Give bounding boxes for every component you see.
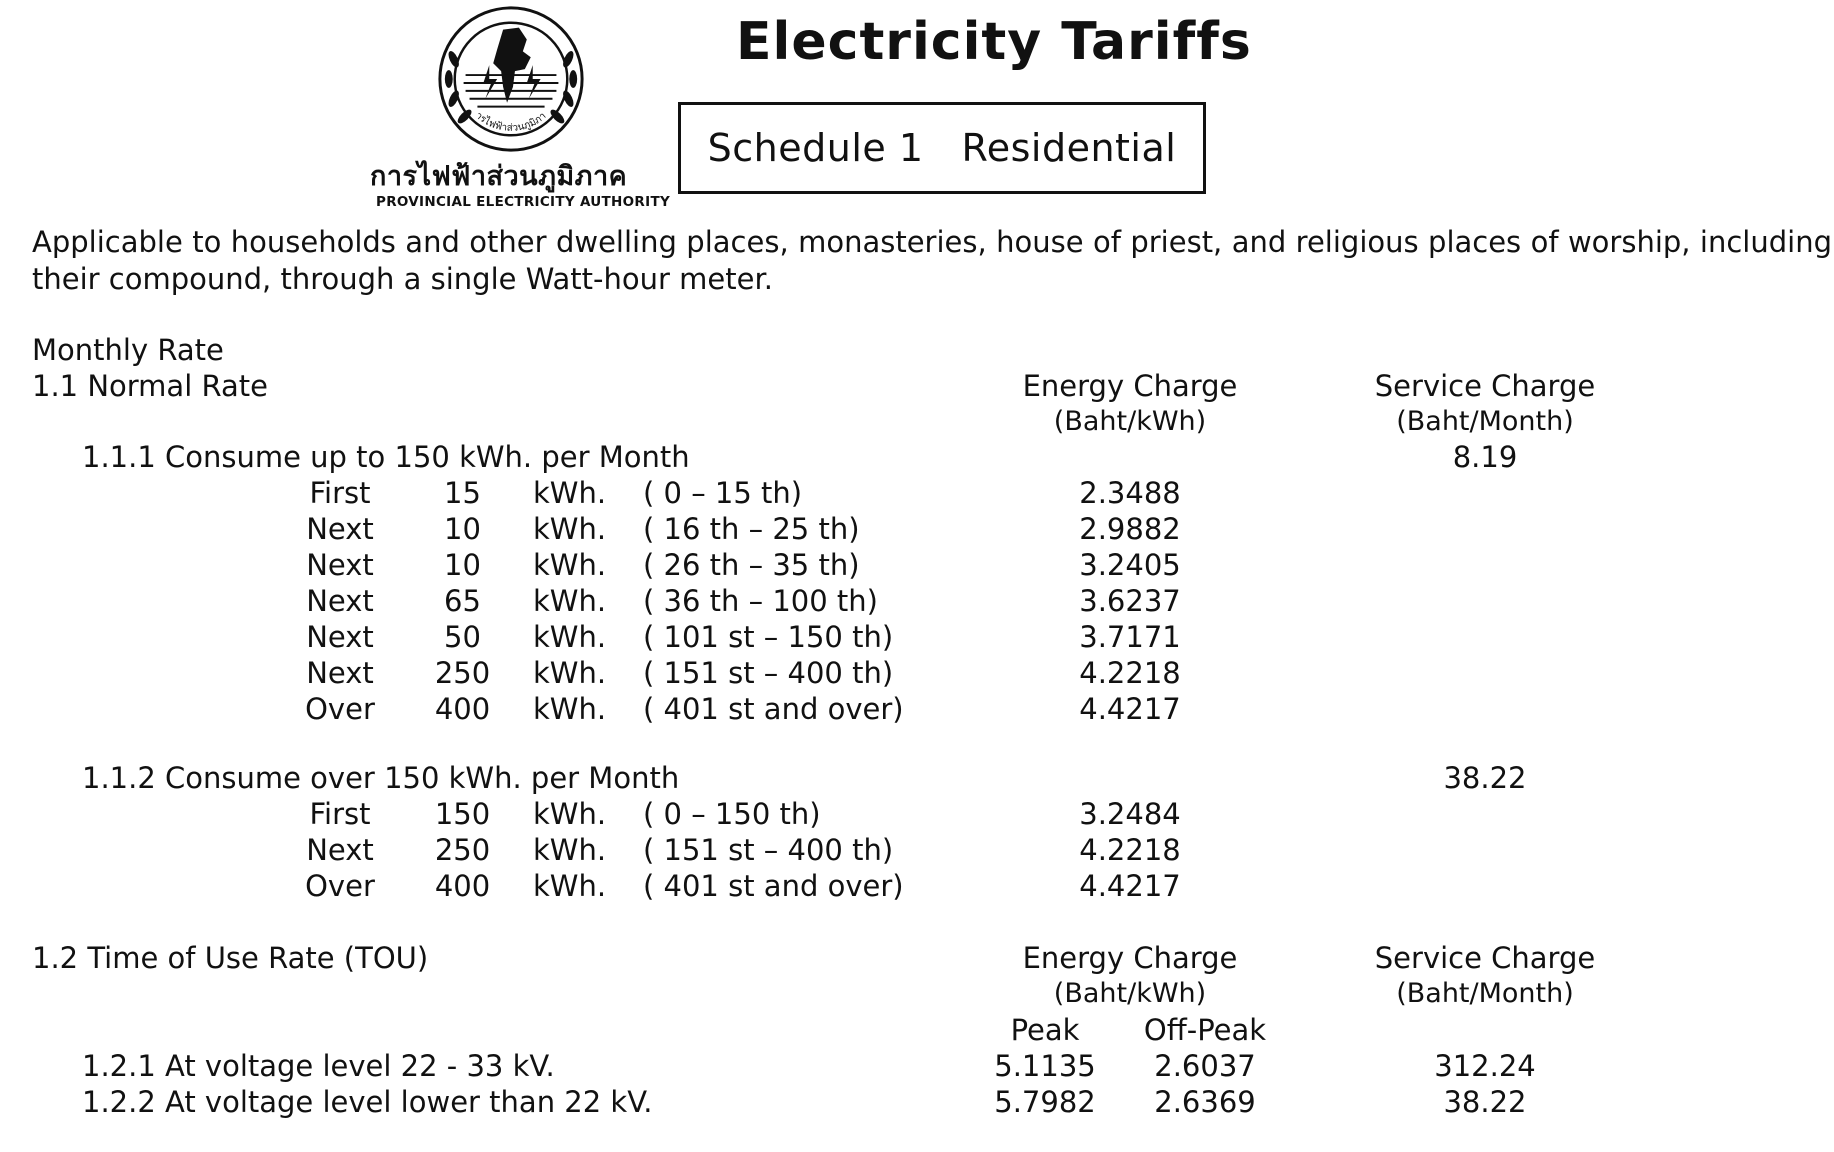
service-charge-header: Service Charge (1374, 369, 1596, 403)
kwh-unit: kWh. (533, 620, 607, 654)
kwh-range: ( 0 – 150 th) (643, 797, 821, 831)
peak-rate: 5.7982 (994, 1085, 1096, 1119)
kwh-range: ( 151 st – 400 th) (643, 833, 894, 867)
kwh-range: ( 401 st and over) (643, 869, 904, 903)
schedule-box: Schedule 1 Residential (678, 102, 1206, 194)
kwh-range: ( 16 th – 25 th) (643, 512, 860, 546)
kwh-unit: kWh. (533, 656, 607, 690)
voltage-level-label: 1.2.2 At voltage level lower than 22 kV. (82, 1085, 653, 1119)
energy-rate: 2.9882 (1079, 512, 1181, 546)
energy-rate: 4.4217 (1079, 869, 1181, 903)
service-charge-value: 8.19 (1452, 440, 1518, 474)
service-charge-value: 38.22 (1443, 1085, 1527, 1119)
service-charge-value: 38.22 (1443, 761, 1527, 795)
kwh-amount: 400 (434, 869, 491, 903)
service-charge-unit: (Baht/Month) (1396, 978, 1574, 1009)
step-label: First (309, 797, 371, 831)
step-label: Next (306, 512, 374, 546)
step-label: Next (306, 584, 374, 618)
service-charge-unit: (Baht/Month) (1396, 406, 1574, 437)
kwh-unit: kWh. (533, 476, 607, 510)
kwh-range: ( 101 st – 150 th) (643, 620, 894, 654)
kwh-range: ( 36 th – 100 th) (643, 584, 878, 618)
kwh-amount: 10 (444, 512, 481, 546)
voltage-level-label: 1.2.1 At voltage level 22 - 33 kV. (82, 1049, 555, 1083)
step-label: Over (305, 869, 375, 903)
step-label: Next (306, 548, 374, 582)
service-charge-value: 312.24 (1434, 1049, 1536, 1083)
energy-rate: 3.7171 (1079, 620, 1181, 654)
kwh-amount: 150 (434, 797, 491, 831)
step-label: Next (306, 620, 374, 654)
step-label: First (309, 476, 371, 510)
applicability-text: Applicable to households and other dwell… (32, 225, 1832, 296)
monthly-rate-heading: Monthly Rate (32, 333, 224, 367)
kwh-amount: 10 (444, 548, 481, 582)
energy-rate: 4.4217 (1079, 692, 1181, 726)
kwh-amount: 15 (444, 476, 481, 510)
schedule-number: Schedule 1 (707, 126, 924, 170)
kwh-range: ( 151 st – 400 th) (643, 656, 894, 690)
org-name-thai: การไฟฟ้าส่วนภูมิภาค (370, 161, 628, 192)
schedule-name: Residential (961, 126, 1177, 170)
energy-rate: 4.2218 (1079, 656, 1181, 690)
kwh-unit: kWh. (533, 833, 607, 867)
section-1-1-2-heading: 1.1.2 Consume over 150 kWh. per Month (82, 761, 680, 795)
step-label: Next (306, 656, 374, 690)
energy-charge-unit: (Baht/kWh) (1053, 406, 1207, 437)
org-name-english: PROVINCIAL ELECTRICITY AUTHORITY (376, 194, 671, 210)
energy-charge-unit: (Baht/kWh) (1053, 978, 1207, 1009)
pea-logo: การไฟฟ้าส่วนภูมิภาค (432, 0, 584, 152)
energy-charge-header: Energy Charge (1022, 941, 1238, 975)
energy-rate: 4.2218 (1079, 833, 1181, 867)
energy-rate: 3.6237 (1079, 584, 1181, 618)
kwh-unit: kWh. (533, 548, 607, 582)
normal-rate-heading: 1.1 Normal Rate (32, 369, 268, 403)
peak-header: Peak (1010, 1013, 1080, 1047)
kwh-amount: 250 (434, 656, 491, 690)
kwh-amount: 400 (434, 692, 491, 726)
kwh-range: ( 0 – 15 th) (643, 476, 803, 510)
energy-rate: 2.3488 (1079, 476, 1181, 510)
kwh-unit: kWh. (533, 692, 607, 726)
offpeak-rate: 2.6369 (1154, 1085, 1256, 1119)
step-label: Next (306, 833, 374, 867)
kwh-unit: kWh. (533, 869, 607, 903)
kwh-amount: 50 (444, 620, 481, 654)
offpeak-header: Off-Peak (1143, 1013, 1267, 1047)
kwh-unit: kWh. (533, 584, 607, 618)
energy-charge-header: Energy Charge (1022, 369, 1238, 403)
peak-rate: 5.1135 (994, 1049, 1096, 1083)
energy-rate: 3.2405 (1079, 548, 1181, 582)
energy-rate: 3.2484 (1079, 797, 1181, 831)
kwh-range: ( 401 st and over) (643, 692, 904, 726)
kwh-unit: kWh. (533, 512, 607, 546)
step-label: Over (305, 692, 375, 726)
page-title: Electricity Tariffs (736, 12, 1252, 72)
kwh-amount: 65 (444, 584, 481, 618)
kwh-range: ( 26 th – 35 th) (643, 548, 860, 582)
section-1-1-1-heading: 1.1.1 Consume up to 150 kWh. per Month (82, 440, 690, 474)
offpeak-rate: 2.6037 (1154, 1049, 1256, 1083)
kwh-amount: 250 (434, 833, 491, 867)
tou-heading: 1.2 Time of Use Rate (TOU) (32, 941, 429, 975)
kwh-unit: kWh. (533, 797, 607, 831)
service-charge-header: Service Charge (1374, 941, 1596, 975)
